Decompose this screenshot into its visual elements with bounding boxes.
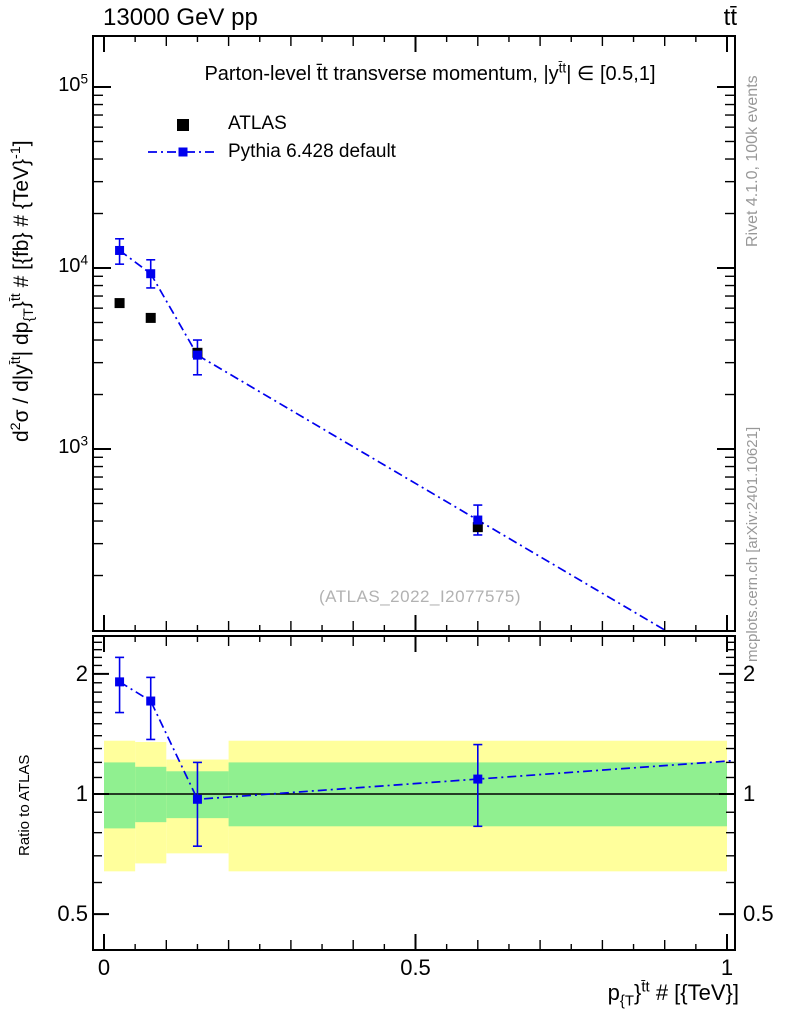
ratio-tick-label-left: 1	[75, 781, 88, 806]
atlas-data-point	[145, 312, 156, 323]
process-label: tt̄	[723, 4, 737, 31]
pythia-data-point	[115, 245, 125, 255]
ratio-tick-label-left: 2	[75, 660, 88, 686]
beam-energy-label: 13000 GeV pp	[103, 4, 258, 31]
atlas-data-point	[114, 298, 125, 309]
pythia-data-point	[192, 350, 202, 360]
mcplots-arxiv-note: mcplots.cern.ch [arXiv:2401.10621]	[744, 426, 761, 662]
ratio-tick-label-right: 0.5	[743, 901, 774, 927]
x-tick-label: 1	[720, 955, 734, 980]
main-panel-content	[114, 237, 667, 630]
x-tick-label: 0	[97, 955, 111, 980]
ratio-tick-label-right: 1	[743, 781, 756, 806]
legend-label-pythia: Pythia 6.428 default	[228, 141, 396, 162]
x-axis-label: p{T}t̄t # [{TeV}]	[607, 978, 739, 1010]
y-axis-label: d2σ / d|yt̄t| dp{T}t̄t # [{fb} # {TeV}-1…	[8, 140, 38, 442]
ratio-panel-content	[115, 656, 734, 847]
y-tick-label: 105	[58, 71, 88, 96]
ratio-data-point	[473, 774, 483, 784]
analysis-id-watermark: (ATLAS_2022_I2077575)	[318, 587, 522, 606]
ratio-line	[119, 681, 734, 801]
ratio-data-point	[115, 677, 125, 687]
x-tick-label: 0.5	[400, 955, 431, 980]
ratio-data-point	[192, 794, 202, 804]
y-tick-label: 103	[58, 433, 88, 458]
pythia-data-point	[146, 269, 156, 279]
y-tick-label: 104	[58, 252, 88, 277]
ratio-tick-label-right: 2	[743, 660, 756, 686]
legend-markers	[148, 119, 218, 157]
legend-label-atlas: ATLAS	[228, 113, 287, 134]
ratio-data-point	[146, 696, 156, 706]
plot-title: Parton-level t̄t transverse momentum, |y…	[204, 60, 656, 85]
legend-marker-pythia	[178, 147, 188, 157]
axis-ticks	[93, 36, 735, 950]
pythia-data-point	[473, 515, 483, 525]
panel-frame	[92, 35, 736, 632]
pythia-line	[119, 249, 667, 630]
atlas-data-point	[472, 522, 483, 533]
rivet-version-note: Rivet 4.1.0, 100k events	[744, 75, 761, 247]
ratio-tick-label-left: 0.5	[57, 901, 88, 927]
legend-marker-atlas	[177, 119, 189, 131]
